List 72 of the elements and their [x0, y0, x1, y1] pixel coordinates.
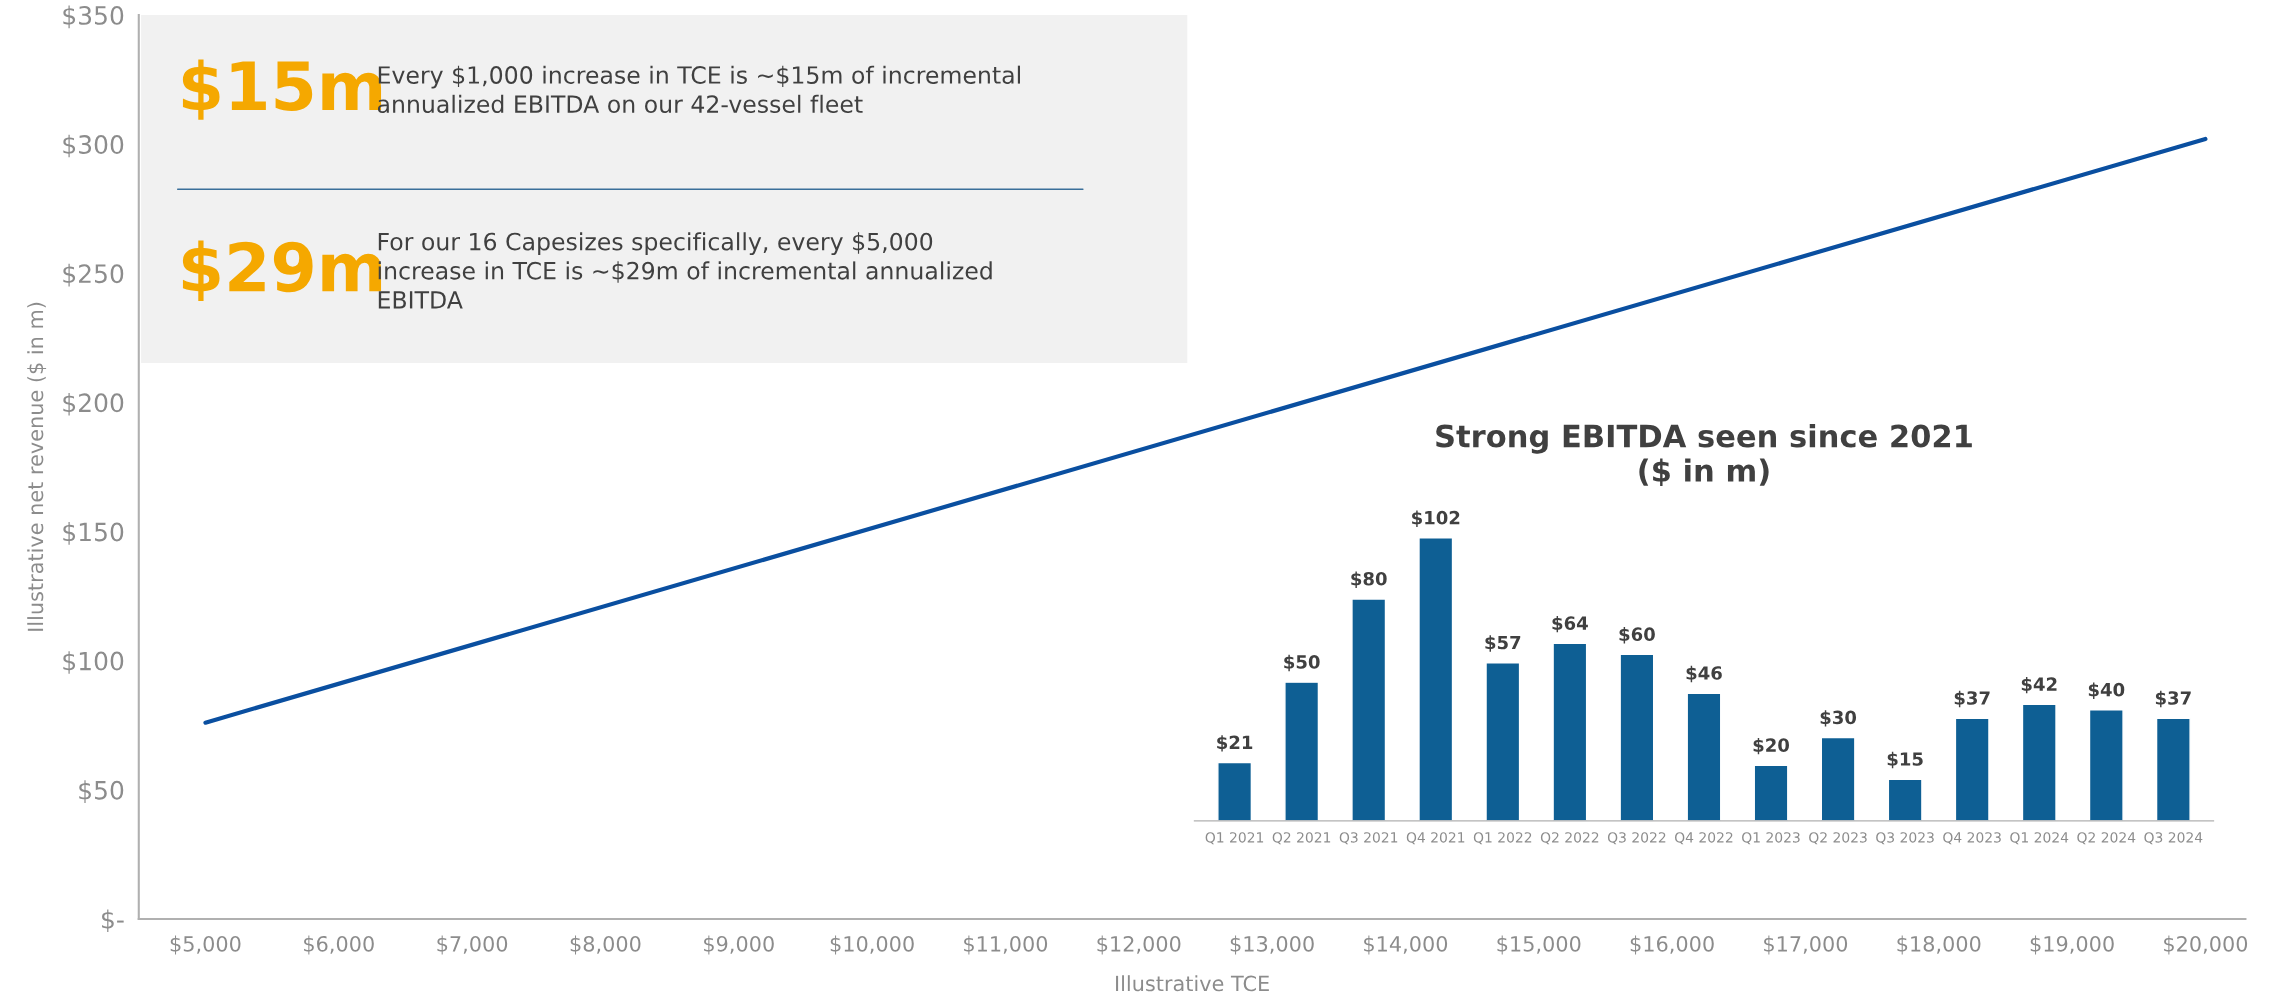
y-tick-label: $50 [79, 780, 124, 803]
data-label: $42 [2021, 676, 2057, 694]
y-tick-label: $300 [63, 134, 124, 158]
x-axis-title: Illustrative TCE [1116, 975, 1269, 992]
bar [1753, 764, 1789, 821]
x-tick-label: Q3 2022 [1607, 832, 1666, 845]
bar [1217, 761, 1253, 821]
x-tick-label: Q1 2024 [2010, 832, 2069, 845]
x-tick-label: $17,000 [1764, 935, 1848, 955]
y-tick-label: $100 [63, 651, 124, 674]
x-tick-label: $15,000 [1497, 935, 1581, 955]
bar [2021, 703, 2057, 821]
x-tick-label: Q3 2023 [1876, 832, 1934, 845]
x-tick-label: Q3 2021 [1339, 832, 1398, 845]
x-tick-label: $11,000 [964, 935, 1048, 955]
data-label: $37 [2155, 690, 2191, 708]
y-axis-title: Illustrative net revenue ($ in m) [27, 302, 47, 631]
x-tick-label: $7,000 [437, 935, 508, 955]
x-tick-label: $8,000 [570, 935, 641, 955]
data-label: $60 [1619, 627, 1655, 644]
x-tick-label: Q2 2021 [1272, 832, 1331, 845]
bar [1418, 537, 1454, 821]
data-label: $64 [1552, 615, 1588, 633]
x-tick-label: Q2 2023 [1809, 832, 1867, 845]
x-tick-label: $13,000 [1230, 935, 1314, 955]
y-tick-label: $- [102, 909, 124, 933]
x-tick-label: Q3 2024 [2144, 832, 2203, 845]
bar [1686, 692, 1722, 821]
y-tick-label: $250 [63, 263, 124, 287]
x-tick-label: Q4 2023 [1943, 832, 2001, 845]
data-label: $37 [1954, 690, 1990, 708]
bar [1284, 681, 1320, 821]
x-tick-label: $12,000 [1097, 935, 1181, 955]
data-label: $80 [1351, 571, 1387, 588]
bar [1485, 662, 1521, 821]
x-tick-label: Q2 2024 [2077, 832, 2136, 845]
x-tick-label: Q4 2022 [1674, 832, 1733, 845]
bar [1820, 736, 1856, 821]
x-tick-label: Q2 2022 [1540, 832, 1599, 845]
x-tick-label: $5,000 [170, 935, 241, 955]
data-label: $15 [1887, 751, 1923, 769]
data-label: $102 [1412, 510, 1460, 527]
bar [1351, 598, 1387, 821]
y-tick-label: $150 [63, 522, 124, 545]
x-tick-label: $16,000 [1630, 935, 1714, 955]
bar [1619, 653, 1655, 821]
x-tick-label: $9,000 [704, 935, 774, 955]
y-tick-label: $350 [63, 5, 124, 29]
bar [1552, 642, 1588, 821]
chart-title: Strong EBITDA seen since 2021 ($ in m) [1436, 423, 1972, 487]
x-tick-label: Q1 2022 [1473, 832, 1532, 845]
data-label: $20 [1753, 737, 1790, 755]
data-label: $40 [2088, 682, 2125, 699]
data-label: $21 [1217, 735, 1253, 752]
x-tick-label: $6,000 [304, 935, 374, 955]
data-label: $50 [1284, 654, 1320, 672]
bar [2155, 717, 2191, 821]
x-tick-label: $18,000 [1897, 935, 1981, 955]
x-tick-label: Q1 2023 [1742, 832, 1800, 845]
x-tick-label: Q4 2021 [1406, 832, 1465, 845]
x-tick-label: $19,000 [2030, 935, 2114, 955]
y-tick-label: $200 [63, 392, 124, 416]
bar [2088, 709, 2124, 821]
x-tick-label: $14,000 [1364, 935, 1448, 955]
x-tick-label: $10,000 [830, 935, 914, 955]
data-label: $46 [1686, 665, 1722, 683]
bar [1954, 717, 1990, 821]
x-tick-label: Q1 2021 [1205, 832, 1264, 845]
bar [1887, 778, 1923, 821]
x-tick-label: $20,000 [2164, 935, 2248, 955]
data-label: $57 [1485, 635, 1521, 652]
data-label: $30 [1820, 710, 1857, 727]
